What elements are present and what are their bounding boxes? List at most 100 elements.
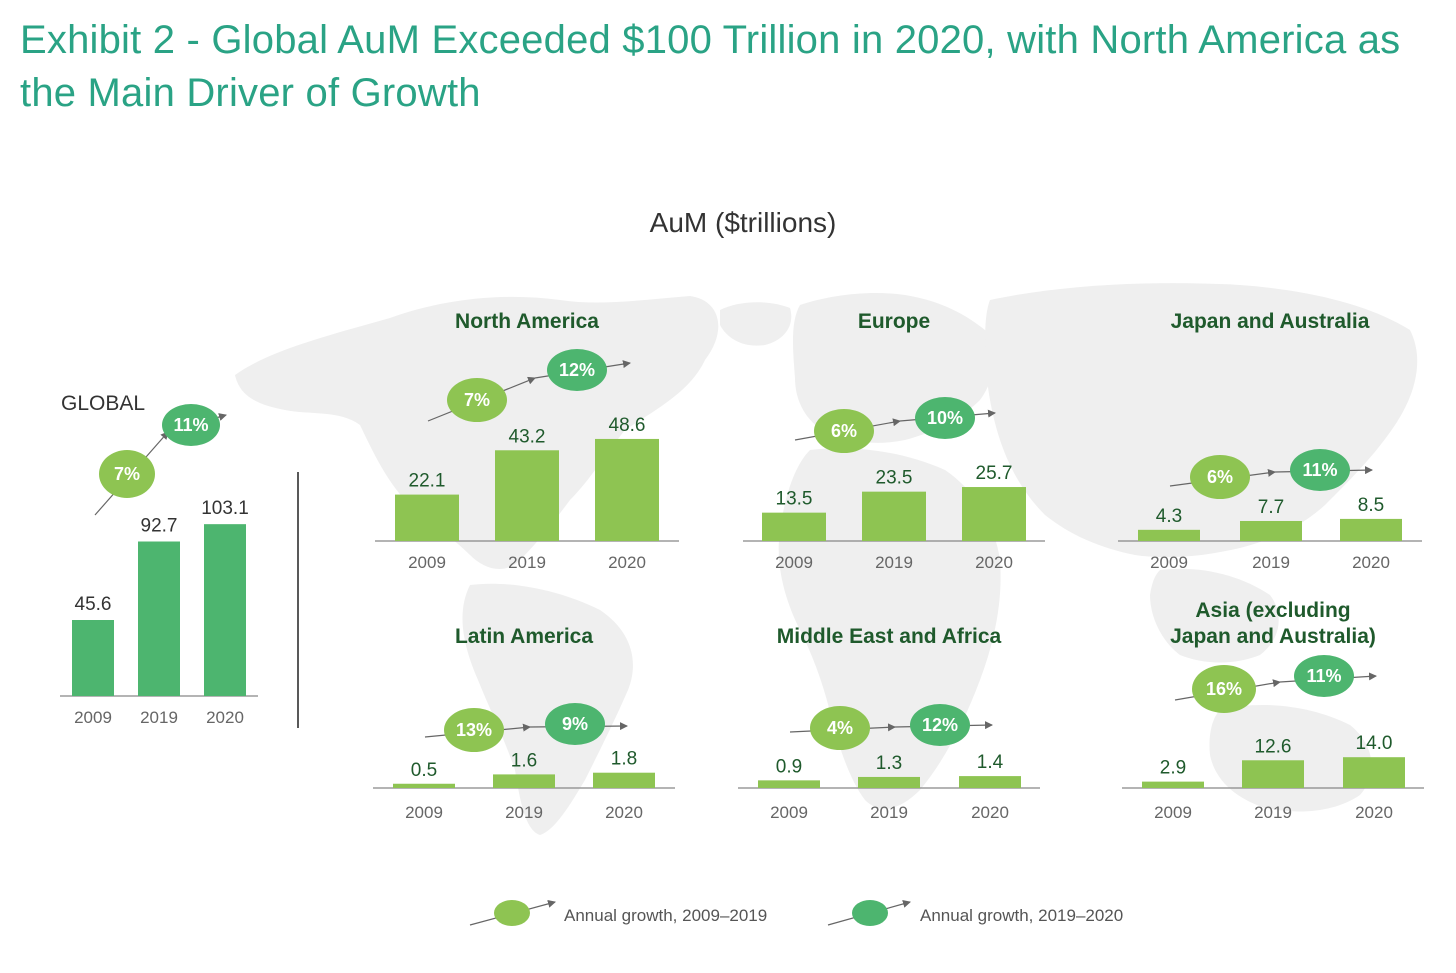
growth-badge-2009-2019: 6% bbox=[1169, 455, 1276, 499]
data-label: 7.7 bbox=[1258, 497, 1284, 518]
growth-bubble bbox=[444, 708, 504, 752]
bar-2020 bbox=[962, 487, 1026, 541]
bar-2020 bbox=[959, 776, 1021, 788]
tick-label: 2009 bbox=[405, 803, 443, 822]
bar-2019 bbox=[862, 491, 926, 541]
panel-europe: Europe 13.5 2009 23.5 2019 25.7 2020 6% 10% bbox=[743, 310, 1045, 572]
bar-2009 bbox=[393, 783, 455, 788]
panel-title-line: Japan and Australia) bbox=[1170, 625, 1376, 648]
data-label: 12.6 bbox=[1255, 736, 1292, 757]
panel-north-america: North America 22.1 2009 43.2 2019 48.6 2020 7% 1… bbox=[375, 310, 679, 572]
growth-bubble bbox=[99, 450, 155, 498]
growth-label: 12% bbox=[559, 360, 595, 380]
growth-label: 6% bbox=[1207, 467, 1233, 487]
data-label: 45.6 bbox=[75, 594, 112, 615]
growth-badge-2019-2020: 11% bbox=[1279, 655, 1377, 697]
growth-bubble bbox=[915, 397, 975, 439]
growth-label: 7% bbox=[464, 390, 490, 410]
growth-bubble bbox=[1294, 655, 1354, 697]
bar-2019 bbox=[493, 774, 555, 788]
growth-label: 9% bbox=[562, 714, 588, 734]
bar-2020 bbox=[595, 438, 659, 541]
growth-bubble bbox=[545, 703, 605, 745]
data-label: 2.9 bbox=[1160, 758, 1186, 779]
panel-title: Asia (excluding Japan and Australia) bbox=[1170, 599, 1376, 648]
growth-badge-2009-2019: 7% bbox=[94, 431, 169, 516]
tick-label: 2020 bbox=[1355, 803, 1393, 822]
growth-label: 16% bbox=[1206, 679, 1242, 699]
tick-label: 2020 bbox=[975, 553, 1013, 572]
tick-label: 2020 bbox=[971, 803, 1009, 822]
growth-label: 12% bbox=[922, 715, 958, 735]
data-label: 4.3 bbox=[1156, 506, 1182, 527]
bar-2020 bbox=[593, 772, 655, 788]
data-label: 22.1 bbox=[409, 471, 446, 492]
panel-title: Middle East and Africa bbox=[777, 625, 1002, 648]
axis-title: AuM ($trillions) bbox=[650, 207, 837, 238]
panel-global: GLOBAL 45.6 2009 92.7 2019 103.1 2020 7% 11% bbox=[60, 392, 258, 727]
growth-bubble bbox=[447, 378, 507, 422]
growth-badge-2009-2019: 4% bbox=[789, 706, 896, 750]
growth-bubble bbox=[1192, 665, 1256, 713]
growth-badge-2019-2020: 11% bbox=[1274, 449, 1373, 491]
data-label: 43.2 bbox=[509, 426, 546, 447]
panel-japan-and-australia: Japan and Australia 4.3 2009 7.7 2019 8.5 2020… bbox=[1118, 310, 1422, 572]
tick-label: 2009 bbox=[770, 803, 808, 822]
data-label: 25.7 bbox=[976, 463, 1013, 484]
bar-2019 bbox=[1240, 520, 1302, 541]
panel-title: Japan and Australia bbox=[1171, 310, 1370, 333]
growth-badge-2019-2020: 10% bbox=[899, 397, 996, 439]
panel-title-line: Asia (excluding bbox=[1195, 599, 1350, 622]
chart-panels: GLOBAL 45.6 2009 92.7 2019 103.1 2020 7% 11% Nort… bbox=[60, 310, 1424, 822]
growth-bubble bbox=[810, 706, 870, 750]
tick-label: 2009 bbox=[1150, 553, 1188, 572]
tick-label: 2009 bbox=[1154, 803, 1192, 822]
growth-label: 13% bbox=[456, 720, 492, 740]
data-label: 92.7 bbox=[141, 516, 178, 537]
bar-2009 bbox=[72, 620, 114, 696]
data-label: 1.4 bbox=[977, 752, 1004, 773]
growth-badge-2009-2019: 16% bbox=[1174, 665, 1281, 713]
tick-label: 2020 bbox=[1352, 553, 1390, 572]
bar-2009 bbox=[758, 780, 820, 788]
legend-swatch bbox=[852, 900, 888, 926]
growth-bubble bbox=[547, 349, 607, 391]
growth-badge-2019-2020: 12% bbox=[534, 349, 631, 391]
growth-bubble bbox=[910, 704, 970, 746]
growth-badge-2019-2020: 9% bbox=[529, 703, 628, 745]
data-label: 1.6 bbox=[511, 750, 537, 771]
data-label: 0.5 bbox=[411, 760, 437, 781]
panel-latin-america: Latin America 0.5 2009 1.6 2019 1.8 2020 13% 9% bbox=[373, 625, 675, 822]
bar-2019 bbox=[138, 541, 180, 696]
tick-label: 2009 bbox=[408, 553, 446, 572]
data-label: 23.5 bbox=[876, 468, 913, 489]
data-label: 1.8 bbox=[611, 749, 637, 770]
panel-asia-excluding-japan-and-australia: Asia (excluding Japan and Australia) 2.9 20… bbox=[1122, 599, 1424, 822]
bar-2009 bbox=[762, 512, 826, 541]
tick-label: 2020 bbox=[206, 708, 244, 727]
tick-label: 2019 bbox=[1252, 553, 1290, 572]
growth-label: 11% bbox=[1302, 460, 1337, 480]
tick-label: 2020 bbox=[605, 803, 643, 822]
data-label: 103.1 bbox=[201, 498, 249, 519]
growth-label: 6% bbox=[831, 421, 857, 441]
tick-label: 2019 bbox=[140, 708, 178, 727]
chart-title: Exhibit 2 - Global AuM Exceeded $100 Tri… bbox=[20, 18, 1401, 115]
growth-badge-2019-2020: 12% bbox=[894, 704, 993, 746]
tick-label: 2019 bbox=[875, 553, 913, 572]
tick-label: 2019 bbox=[870, 803, 908, 822]
data-label: 13.5 bbox=[776, 489, 813, 510]
panel-title: Europe bbox=[858, 310, 930, 333]
tick-label: 2009 bbox=[74, 708, 112, 727]
tick-label: 2019 bbox=[1254, 803, 1292, 822]
growth-badge-2009-2019: 6% bbox=[794, 409, 901, 453]
bar-2020 bbox=[1340, 518, 1402, 541]
bar-2009 bbox=[395, 494, 459, 541]
growth-label: 7% bbox=[114, 464, 140, 484]
data-label: 1.3 bbox=[876, 753, 902, 774]
growth-bubble bbox=[1190, 455, 1250, 499]
bar-2009 bbox=[1138, 529, 1200, 541]
growth-bubble bbox=[1290, 449, 1350, 491]
bar-2019 bbox=[858, 776, 920, 788]
growth-badge-2009-2019: 7% bbox=[427, 376, 536, 422]
